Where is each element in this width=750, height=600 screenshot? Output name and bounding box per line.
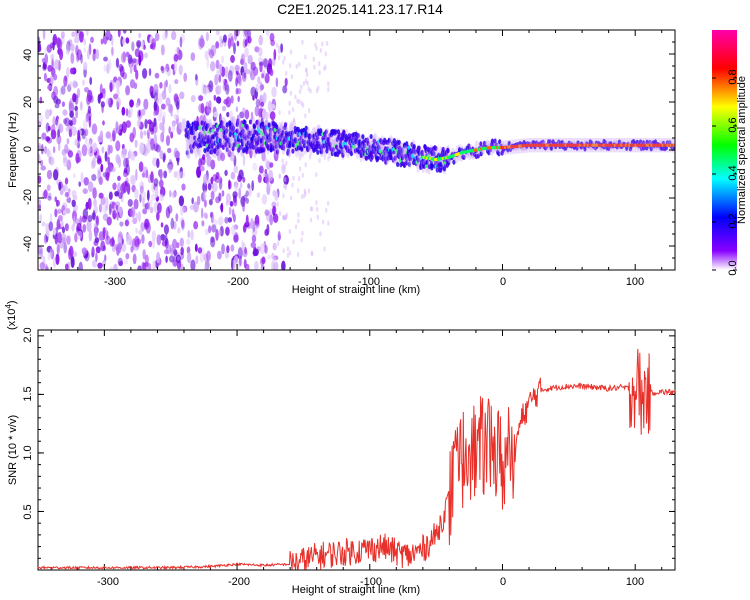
colorbar-tick-label-2: 0.4 <box>727 165 739 180</box>
spectrogram-ytick-label-40: 40 <box>22 49 34 61</box>
snr-xaxis-label: Height of straight line (km) <box>292 584 420 596</box>
spectrogram-ytick-label-20: 20 <box>22 96 34 108</box>
spectrogram-ytick-label-m20: -20 <box>22 189 34 205</box>
spectrogram-xaxis-label: Height of straight line (km) <box>292 284 420 296</box>
snr-scale-close: ) <box>6 300 18 304</box>
spectrogram-ytick-labels: -40 -20 0 20 40 <box>22 49 34 252</box>
snr-ytick-label-1.5: 1.5 <box>22 386 34 401</box>
snr-ytick-label-2.0: 2.0 <box>22 327 34 342</box>
spectrogram-xtick-label-m100: -100 <box>358 276 380 288</box>
colorbar <box>712 30 737 270</box>
colorbar-tick-label-0: 0.0 <box>727 260 739 275</box>
snr-xtick-label-100: 100 <box>626 576 644 588</box>
snr-scale-factor: (x104) <box>4 300 18 330</box>
snr-xtick-label-m200: -200 <box>228 576 250 588</box>
spectrogram-xtick-label-0: 0 <box>500 276 506 288</box>
colorbar-label: Normalized spectral amplitude <box>736 76 748 224</box>
spectrogram-ytick-label-m40: -40 <box>22 236 34 252</box>
snr-ticks <box>38 330 675 570</box>
figure-title: C2E1.2025.141.23.17.R14 <box>277 1 443 17</box>
snr-xtick-label-m300: -300 <box>97 576 119 588</box>
snr-ytick-label-0.5: 0.5 <box>22 504 34 519</box>
spectrogram-xtick-label-m200: -200 <box>227 276 249 288</box>
spectrogram-xtick-label-100: 100 <box>626 276 644 288</box>
spectrogram-xtick-label-m300: -300 <box>104 276 126 288</box>
colorbar-tick-label-3: 0.6 <box>727 117 739 132</box>
snr-ytick-label-1.0: 1.0 <box>22 445 34 460</box>
snr-frame <box>37 329 676 571</box>
spectrogram-ticks <box>38 29 675 271</box>
spectrogram-ytick-label-0: 0 <box>22 146 34 152</box>
spectrogram-yaxis-label: Frequency (Hz) <box>7 112 19 188</box>
snr-ytick-labels: 0.5 1.0 1.5 2.0 <box>22 327 34 519</box>
snr-xtick-label-0: 0 <box>500 576 506 588</box>
colorbar-ticks <box>712 77 737 271</box>
snr-series-line <box>37 348 676 571</box>
colorbar-tick-label-4: 0.8 <box>727 69 739 84</box>
snr-xtick-label-m100: -100 <box>360 576 382 588</box>
colorbar-tick-label-1: 0.2 <box>727 213 739 228</box>
snr-scale-base: (x10 <box>6 309 18 330</box>
snr-yaxis-label: SNR (10 * v/v) <box>7 415 19 485</box>
colorbar-tick-labels: 0.0 0.2 0.4 0.6 0.8 <box>727 69 739 275</box>
spectrogram-heatmap <box>38 30 675 270</box>
snr-scale-exponent: 4 <box>4 304 13 309</box>
